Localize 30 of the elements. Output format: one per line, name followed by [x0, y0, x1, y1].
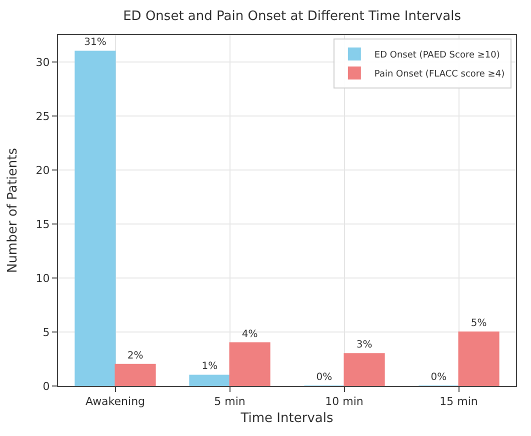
y-axis-title: Number of Patients [6, 148, 21, 274]
y-tick-label: 5 [42, 326, 50, 339]
bar [114, 364, 156, 386]
data-label: 5% [470, 318, 487, 329]
data-label: 4% [242, 328, 258, 340]
y-tick-label: 25 [36, 110, 50, 123]
x-tick-label: 10 min [325, 395, 364, 408]
y-tick-label: 10 [36, 272, 50, 285]
data-label: 0% [316, 372, 332, 383]
x-tick-label: Awakening [85, 395, 146, 408]
data-label: 31% [84, 37, 106, 48]
x-tick-label: 5 min [214, 395, 246, 408]
x-axis-title: Time Intervals [240, 410, 334, 426]
bar [229, 342, 270, 386]
legend-label: Pain Onset (FLACC score ≥4) [374, 70, 505, 80]
bar [458, 332, 500, 386]
legend-label: ED Onset (PAED Score ≥10) [374, 50, 500, 61]
bar [189, 374, 230, 386]
bar [74, 50, 116, 386]
y-tick-label: 30 [36, 56, 50, 69]
y-tick-label: 20 [36, 164, 50, 177]
x-tick-label: 15 min [440, 395, 478, 408]
y-tick-label: 0 [42, 380, 50, 393]
y-tick-label: 15 [36, 218, 50, 231]
data-label: 2% [127, 350, 144, 362]
bar [344, 353, 385, 386]
data-label: 3% [356, 340, 372, 351]
data-label: 1% [202, 361, 218, 372]
chart-title: ED Onset and Pain Onset at Different Time Intervals [123, 9, 462, 24]
data-label: 0% [430, 372, 447, 383]
